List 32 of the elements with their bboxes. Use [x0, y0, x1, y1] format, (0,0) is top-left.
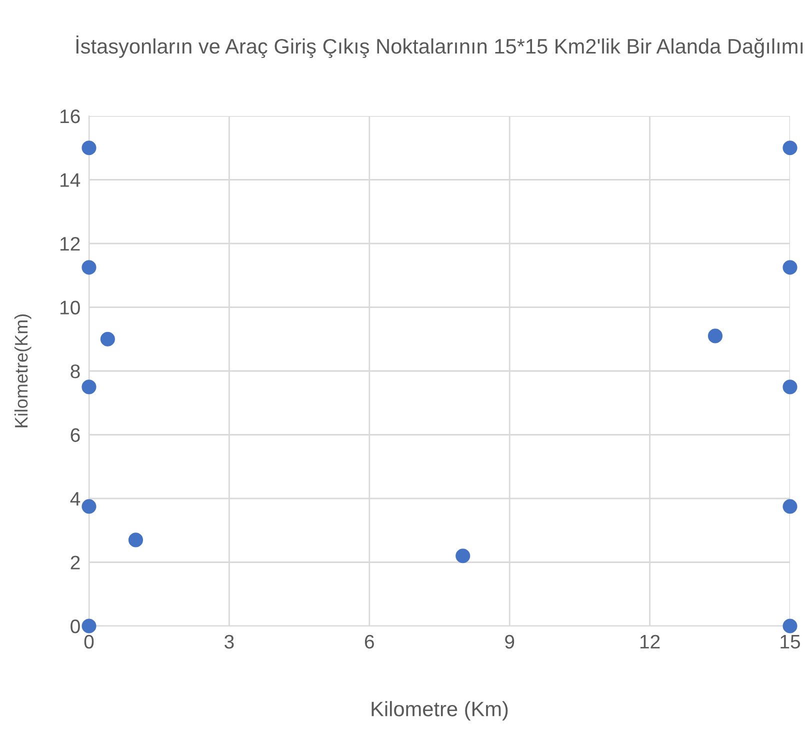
point	[82, 499, 96, 514]
point	[708, 328, 723, 344]
y-tick-label: 14	[60, 173, 80, 187]
y-tick-label: 4	[70, 492, 80, 506]
y-tick-label: 0	[70, 619, 80, 634]
y-tick-label: 10	[60, 300, 80, 314]
x-tick-label: 9	[505, 634, 514, 649]
x-tick-label: 0	[84, 634, 94, 649]
point	[82, 260, 96, 275]
point	[82, 380, 96, 394]
point	[782, 380, 798, 394]
point	[782, 499, 798, 514]
point	[100, 332, 115, 346]
point	[782, 260, 798, 275]
y-tick-label: 12	[60, 236, 80, 251]
x-tick-label: 12	[640, 634, 660, 648]
point	[82, 140, 96, 156]
y-tick-label: 6	[70, 428, 80, 442]
x-tick-label: 6	[364, 634, 374, 649]
point	[128, 532, 144, 548]
y-axis-title: Kilometre(Km)	[14, 314, 32, 428]
x-axis-title: Kilometre (Km)	[372, 701, 508, 720]
point	[82, 618, 96, 634]
y-tick-label: 8	[70, 364, 80, 378]
x-tick-label: 15	[780, 635, 800, 649]
chart-title: İstasyonların ve Araç Giriş Çıkış Noktalarının 15*15 Km2'lik Bir Alanda Dağılımı	[76, 35, 803, 58]
x-tick-label: 3	[224, 634, 234, 649]
point	[782, 618, 798, 634]
point	[782, 140, 798, 156]
y-tick-label: 16	[60, 109, 80, 124]
point	[456, 548, 470, 564]
y-tick-label: 2	[70, 556, 80, 570]
